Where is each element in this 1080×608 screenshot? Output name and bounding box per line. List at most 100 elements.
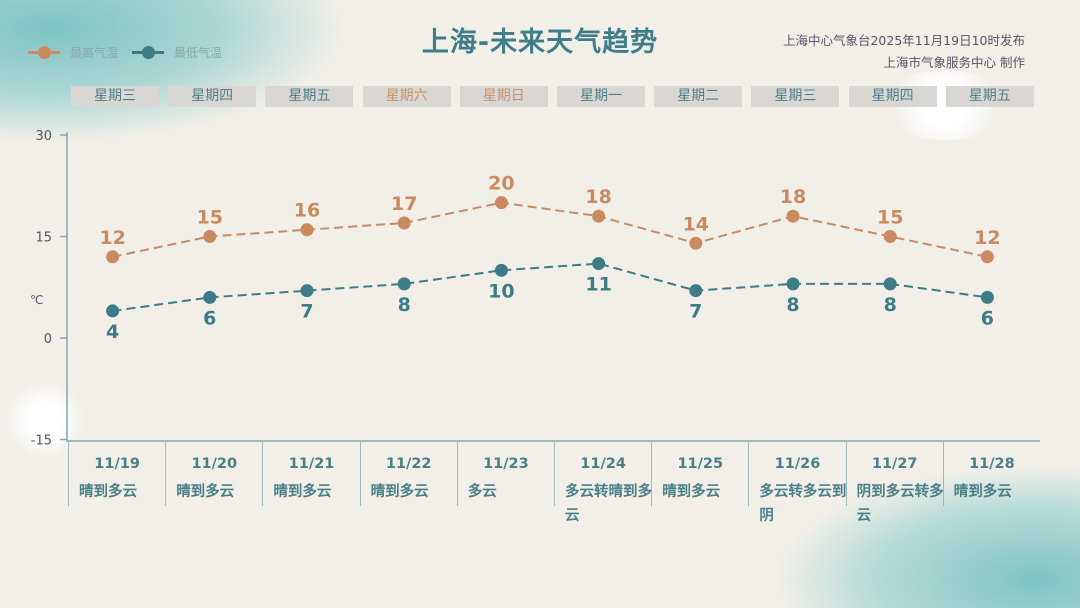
data-point <box>494 263 508 277</box>
weather-text: 晴到多云 <box>79 484 137 500</box>
data-point <box>883 277 897 291</box>
weekday-label: 星期三 <box>751 86 840 107</box>
weekday-label: 星期一 <box>557 86 645 107</box>
data-label: 18 <box>780 186 806 208</box>
data-point <box>980 290 994 304</box>
issuer-info: 上海中心气象台2025年11月19日10时发布 上海市气象服务中心 制作 <box>783 30 1025 74</box>
weather-text: 晴到多云 <box>176 484 235 500</box>
weather-text: 多云 <box>467 484 497 500</box>
weekday-label: 星期三 <box>71 86 159 107</box>
weekday-label: 星期二 <box>654 86 743 107</box>
y-tick-label: 15 <box>35 231 52 246</box>
issue-time: 上海中心气象台2025年11月19日10时发布 <box>782 33 1025 48</box>
forecast-table: 11/19 晴到多云 11/20 晴到多云 11/21 晴到多云 11/22 晴到多云 11/2… <box>68 440 1040 524</box>
watercolor-decoration <box>780 468 1080 608</box>
weekday-label: 星期四 <box>168 86 257 107</box>
data-point <box>203 290 217 304</box>
data-label: 14 <box>683 213 709 235</box>
watercolor-decoration <box>0 0 340 140</box>
weather-text: 多云转晴到多云 <box>565 484 652 524</box>
data-point <box>592 257 606 271</box>
forecast-cell: 11/24 多云转晴到多云 <box>554 442 652 524</box>
data-label: 10 <box>488 280 514 302</box>
y-tick-label: 30 <box>35 129 52 144</box>
data-label: 8 <box>786 294 799 316</box>
data-label: 7 <box>300 301 313 323</box>
data-point <box>786 277 800 291</box>
date-label: 11/26 <box>774 456 821 472</box>
forecast-cell: 11/27 阴到多云转多云 <box>845 442 944 524</box>
data-point <box>300 284 314 298</box>
cloud-decoration <box>0 385 90 455</box>
data-label: 4 <box>106 321 119 343</box>
data-point <box>300 223 314 237</box>
legend-label: 最低气温 <box>174 46 223 60</box>
data-point <box>397 277 411 291</box>
legend-item-low: 最低气温 <box>132 44 222 61</box>
data-point <box>592 209 606 223</box>
legend-item-high: 最高气温 <box>28 44 118 61</box>
data-point <box>980 250 994 264</box>
data-point <box>689 236 703 250</box>
weekday-label: 星期六 <box>362 86 451 107</box>
weather-text: 晴到多云 <box>273 484 332 500</box>
legend-label: 最高气温 <box>70 46 119 60</box>
data-point <box>106 304 120 318</box>
date-label: 11/21 <box>288 456 335 472</box>
weekday-label: 星期四 <box>848 86 937 107</box>
y-tick-label: -15 <box>31 434 52 449</box>
forecast-cell: 11/20 晴到多云 <box>165 442 262 506</box>
data-point <box>883 230 897 243</box>
data-label: 7 <box>689 301 702 323</box>
date-label: 11/19 <box>94 456 140 472</box>
data-label: 15 <box>877 207 903 229</box>
data-point <box>397 216 411 230</box>
date-label: 11/22 <box>385 456 432 472</box>
date-label: 11/23 <box>483 456 529 472</box>
date-label: 11/27 <box>871 456 918 472</box>
data-label: 17 <box>391 193 417 215</box>
series-line-low <box>112 262 988 312</box>
forecast-cell: 11/21 晴到多云 <box>262 442 359 506</box>
page-title: 上海-未来天气趋势 <box>421 27 659 58</box>
data-point <box>203 230 217 243</box>
data-label: 8 <box>884 294 897 316</box>
data-point <box>106 250 120 264</box>
date-label: 11/25 <box>677 456 724 472</box>
series-line-high <box>112 201 988 258</box>
forecast-cell: 11/23 多云 <box>456 442 554 506</box>
weekday-label: 星期五 <box>265 86 354 107</box>
data-label: 16 <box>294 200 320 222</box>
data-label: 11 <box>585 274 611 296</box>
date-label: 11/24 <box>580 456 626 472</box>
weather-text: 晴到多云 <box>662 484 721 500</box>
data-label: 6 <box>981 307 994 329</box>
forecast-cell: 11/19 晴到多云 <box>68 442 165 506</box>
weather-text: 多云转多云到阴 <box>759 484 847 524</box>
data-label: 8 <box>398 294 411 316</box>
legend: 最高气温 最低气温 <box>28 44 236 61</box>
weekday-label: 星期日 <box>459 86 548 107</box>
data-point <box>494 196 508 210</box>
data-label: 6 <box>203 307 216 329</box>
weather-text: 晴到多云 <box>370 484 429 500</box>
data-point <box>786 209 800 223</box>
forecast-cell: 11/26 多云转多云到阴 <box>748 442 846 524</box>
date-label: 11/20 <box>191 456 238 472</box>
date-label: 11/28 <box>969 456 1015 472</box>
data-point <box>689 284 703 298</box>
weekday-label: 星期五 <box>945 86 1034 107</box>
y-tick-label: 0 <box>44 332 52 347</box>
producer: 上海市气象服务中心 制作 <box>883 55 1025 70</box>
data-label: 18 <box>585 186 611 208</box>
data-label: 15 <box>197 207 223 229</box>
y-axis-unit: ℃ <box>30 293 43 307</box>
forecast-cell: 11/28 晴到多云 <box>942 442 1040 506</box>
data-label: 20 <box>488 173 514 195</box>
data-label: 12 <box>974 227 1000 249</box>
forecast-cell: 11/25 晴到多云 <box>651 442 748 506</box>
data-label: 12 <box>99 227 125 249</box>
weather-text: 阴到多云转多云 <box>856 484 944 524</box>
weather-text: 晴到多云 <box>953 484 1012 500</box>
